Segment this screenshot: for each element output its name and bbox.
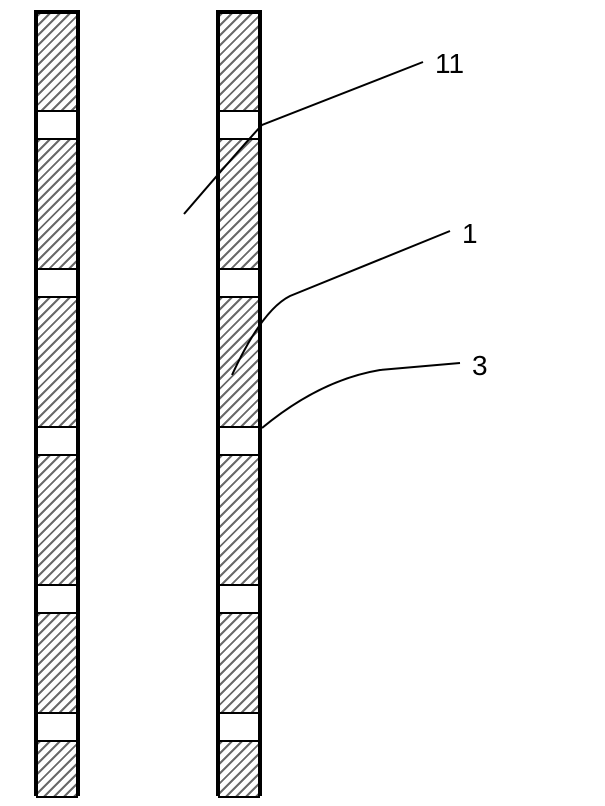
label-11: 11 bbox=[435, 48, 464, 80]
segment-hatched bbox=[36, 12, 78, 112]
segment-hatched bbox=[36, 612, 78, 714]
segment-hatched bbox=[218, 296, 260, 428]
segment-gap bbox=[218, 426, 260, 456]
leader-1-path bbox=[232, 231, 450, 375]
segment-gap bbox=[218, 584, 260, 614]
segment-hatched bbox=[218, 12, 260, 112]
segment-gap bbox=[218, 712, 260, 742]
segment-hatched bbox=[36, 138, 78, 270]
segment-gap bbox=[36, 110, 78, 140]
segment-gap bbox=[218, 268, 260, 298]
segment-hatched bbox=[36, 740, 78, 798]
segment-gap bbox=[36, 712, 78, 742]
segment-gap bbox=[36, 268, 78, 298]
segment-gap bbox=[36, 426, 78, 456]
segment-hatched bbox=[36, 296, 78, 428]
segment-hatched bbox=[218, 454, 260, 586]
left-column bbox=[34, 10, 80, 796]
segment-hatched bbox=[36, 454, 78, 586]
segment-hatched bbox=[218, 612, 260, 714]
leader-3-path bbox=[262, 363, 460, 428]
label-1: 1 bbox=[462, 218, 478, 250]
segment-hatched bbox=[218, 138, 260, 270]
right-column bbox=[216, 10, 262, 796]
label-3: 3 bbox=[472, 350, 488, 382]
segment-gap bbox=[218, 110, 260, 140]
leader-lines bbox=[0, 0, 605, 806]
segment-gap bbox=[36, 584, 78, 614]
segment-hatched bbox=[218, 740, 260, 798]
diagram-root: 11 1 3 bbox=[0, 0, 605, 806]
